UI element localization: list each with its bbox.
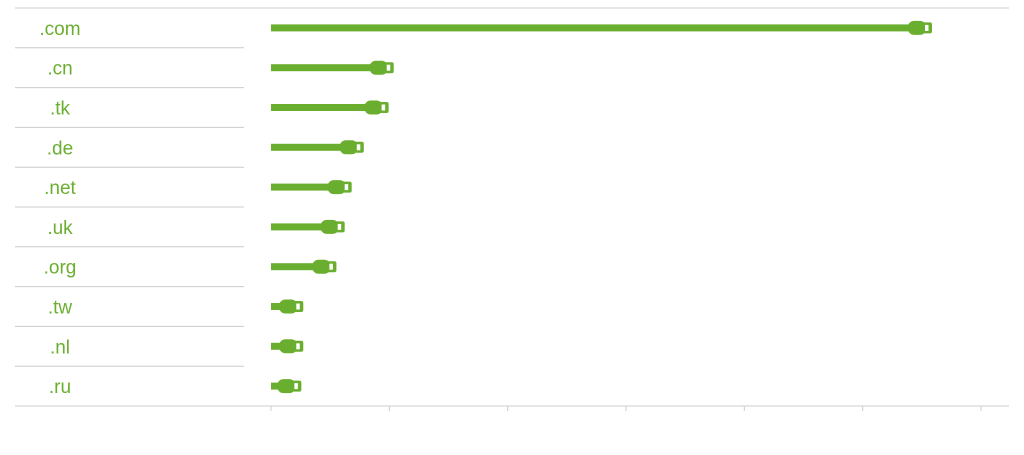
- bar-plug-body: [369, 60, 388, 75]
- bar: [271, 60, 394, 75]
- bar-plug-body: [364, 100, 383, 115]
- bar-cable: [271, 143, 344, 151]
- bar-cable: [271, 303, 284, 310]
- bar-row: .tk: [15, 99, 389, 128]
- bar-row: .com: [15, 19, 932, 49]
- bar: [271, 20, 932, 35]
- category-label: .ru: [49, 377, 71, 398]
- bar-row: .cn: [15, 59, 394, 89]
- bar-plug-slot: [337, 223, 342, 230]
- bar-cable: [271, 64, 374, 72]
- bar-row: .de: [15, 138, 364, 168]
- bar-cable: [271, 223, 325, 231]
- bar-plug-body: [320, 219, 339, 234]
- bar-row: .net: [15, 178, 352, 208]
- bar: [271, 299, 304, 314]
- bar-plug-slot: [294, 383, 298, 390]
- bar-plug-slot: [356, 144, 361, 151]
- bar-plug-body: [279, 339, 298, 354]
- bar-plug-slot: [329, 263, 333, 270]
- bar-plug-slot: [344, 184, 349, 191]
- bar-plug-body: [339, 140, 358, 155]
- bar-plug-body: [327, 180, 346, 195]
- bar-row: .ru: [49, 377, 302, 398]
- category-label: .com: [39, 19, 80, 40]
- bar-plug-body: [908, 20, 926, 35]
- bar-plug-slot: [925, 24, 929, 31]
- bar-row: .tw: [15, 298, 304, 327]
- category-label: .tw: [48, 298, 73, 319]
- bar-row: .org: [15, 258, 337, 288]
- bar-plug-body: [277, 379, 296, 394]
- x-axis-ticks: [270, 406, 982, 411]
- bar: [271, 140, 364, 155]
- category-label: .cn: [47, 59, 72, 80]
- bar-plug-body: [279, 299, 298, 314]
- bar: [271, 259, 337, 274]
- bar: [271, 180, 352, 195]
- bar: [271, 100, 389, 115]
- bar: [271, 219, 345, 234]
- bar-plug-slot: [381, 104, 386, 111]
- bar-cable: [271, 263, 317, 271]
- category-label: .de: [47, 138, 73, 159]
- bar-row: .nl: [15, 337, 304, 367]
- bar: [271, 339, 304, 354]
- category-label: .nl: [50, 337, 70, 358]
- bar-row: .uk: [15, 218, 345, 248]
- bar-cable: [271, 382, 282, 390]
- bar-cable: [271, 183, 332, 191]
- category-label: .net: [44, 178, 76, 199]
- category-label: .tk: [50, 99, 71, 120]
- category-label: .uk: [47, 218, 73, 239]
- bar-cable: [271, 342, 284, 350]
- bar-plug-slot: [386, 64, 391, 71]
- bar-cable: [271, 104, 369, 111]
- chart-rows: .com .cn .tk .de .net .uk .org .tw .nl .ru: [15, 19, 932, 398]
- bar-plug-slot: [296, 303, 300, 310]
- bar-plug-slot: [296, 343, 300, 350]
- category-label: .org: [44, 258, 77, 279]
- bar-cable: [271, 24, 912, 32]
- bar: [271, 379, 302, 394]
- bar-plug-body: [312, 259, 331, 274]
